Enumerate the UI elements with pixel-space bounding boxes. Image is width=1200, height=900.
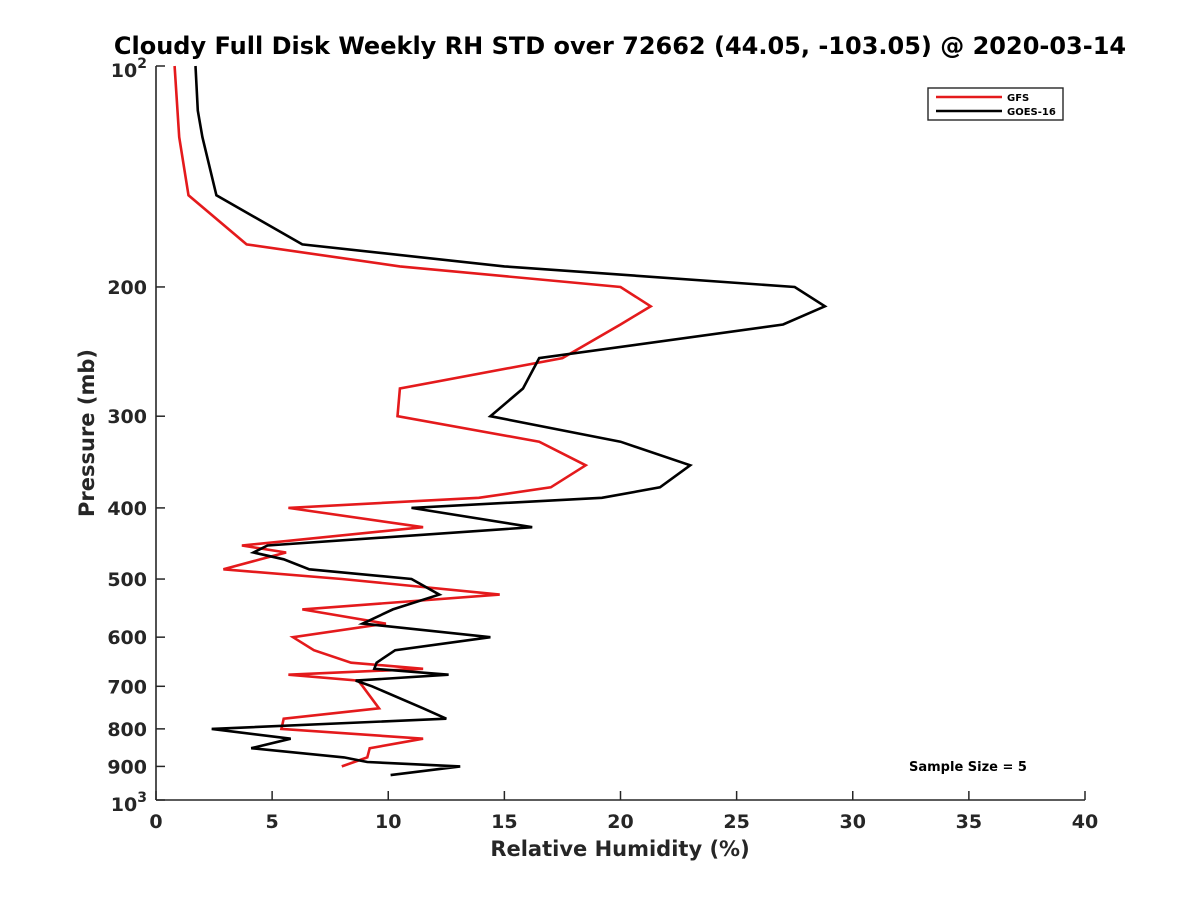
y-tick-exponent: 3 bbox=[137, 790, 147, 806]
x-tick-label: 30 bbox=[840, 811, 866, 833]
y-tick-label-power: 102 bbox=[111, 56, 147, 82]
y-tick-exponent: 2 bbox=[137, 56, 147, 72]
series-layer bbox=[173, 65, 828, 777]
legend-label-goes-16: GOES-16 bbox=[1007, 107, 1056, 118]
sample-size-annotation: Sample Size = 5 bbox=[909, 760, 1027, 775]
legend-box bbox=[927, 87, 1064, 121]
y-tick-label-power: 103 bbox=[111, 790, 147, 816]
series-line-goes-16 bbox=[194, 65, 828, 777]
plot-area bbox=[156, 66, 1085, 800]
y-tick-label: 500 bbox=[107, 569, 147, 591]
x-tick-label: 0 bbox=[149, 811, 162, 833]
x-tick-label: 15 bbox=[491, 811, 517, 833]
x-axis: 0 5 10 15 20 25 30 35 40 bbox=[149, 791, 1098, 833]
chart-title: Cloudy Full Disk Weekly RH STD over 7266… bbox=[114, 32, 1126, 60]
x-tick-label: 35 bbox=[956, 811, 982, 833]
x-tick-label: 5 bbox=[266, 811, 279, 833]
y-tick-base: 10 bbox=[111, 794, 137, 816]
legend-label-gfs: GFS bbox=[1007, 93, 1029, 104]
y-tick-label: 900 bbox=[107, 756, 147, 778]
y-tick-label: 200 bbox=[107, 277, 147, 299]
y-axis-label: Pressure (mb) bbox=[75, 349, 99, 517]
series-line-gfs bbox=[173, 65, 654, 768]
x-axis-label: Relative Humidity (%) bbox=[490, 837, 749, 861]
x-tick-label: 25 bbox=[723, 811, 749, 833]
x-tick-label: 20 bbox=[607, 811, 633, 833]
y-tick-label: 400 bbox=[107, 498, 147, 520]
x-tick-label: 40 bbox=[1072, 811, 1098, 833]
y-tick-label: 800 bbox=[107, 719, 147, 741]
y-tick-label: 300 bbox=[107, 406, 147, 428]
y-tick-label: 700 bbox=[107, 676, 147, 698]
x-tick-label: 10 bbox=[375, 811, 401, 833]
y-tick-base: 10 bbox=[111, 60, 137, 82]
y-tick-label: 600 bbox=[107, 627, 147, 649]
legend: GFS GOES-16 bbox=[927, 87, 1064, 121]
plot-background bbox=[156, 66, 1085, 800]
